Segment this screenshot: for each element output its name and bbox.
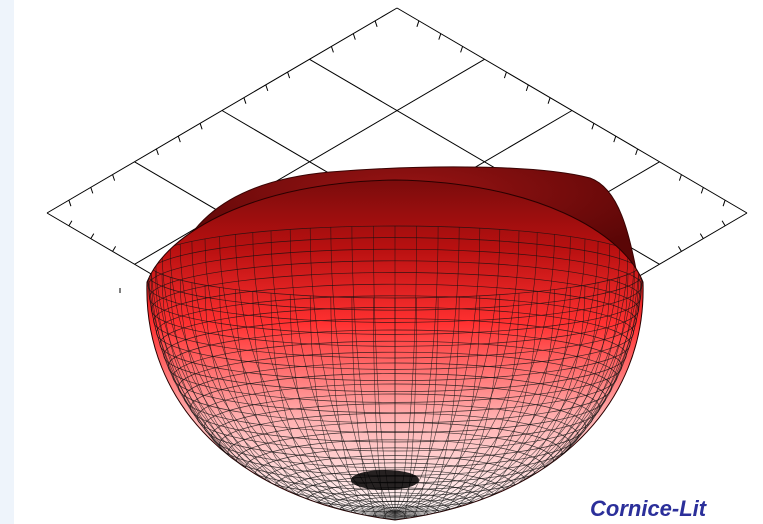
meridian-line [289, 229, 396, 513]
meridian-line [394, 241, 599, 516]
grid-tick [438, 33, 442, 40]
grid-tick [721, 220, 726, 227]
meridian-line [330, 227, 396, 513]
grid-tick [699, 233, 704, 239]
grid-tick [678, 174, 682, 181]
grid-line [396, 7, 748, 214]
grid-tick [525, 84, 529, 92]
meridian-line [219, 236, 396, 515]
meridian-line [289, 294, 396, 520]
grid-tick [700, 187, 704, 194]
solid-mesh [146, 225, 644, 520]
grid-tick [503, 71, 507, 79]
grid-tick [722, 200, 726, 207]
meridian-line [373, 226, 396, 513]
meridian-line [204, 238, 396, 516]
meridian-line [394, 226, 439, 513]
meridian-line [219, 287, 396, 520]
grid-tick [547, 97, 551, 104]
photometric-diagram [46, 7, 748, 521]
grid-tick [155, 148, 159, 156]
bottom-pole [351, 470, 419, 490]
meridian-line [394, 249, 629, 518]
meridian-line [252, 232, 396, 514]
meridian-line [394, 293, 520, 520]
meridian-line [161, 249, 396, 518]
light-distribution-solid [146, 166, 644, 521]
meridian-line [169, 246, 396, 517]
meridian-line [394, 229, 501, 513]
meridian-line [155, 252, 396, 519]
meridian-line [394, 232, 538, 514]
meridian-line [394, 228, 481, 513]
meridian-line [394, 243, 611, 517]
meridian-line [394, 297, 439, 520]
meridian-line [394, 287, 571, 520]
meridian-line [235, 234, 396, 515]
grid-tick [287, 71, 291, 79]
meridian-line [394, 230, 520, 514]
meridian-line [394, 282, 599, 520]
grid-tick [243, 97, 247, 104]
grid-tick [677, 246, 682, 252]
meridian-line [179, 243, 396, 517]
grid-tick [635, 148, 639, 156]
meridian-line [394, 291, 538, 520]
meridian-line [252, 291, 396, 520]
meridian-line [394, 226, 417, 513]
meridian-line [394, 246, 621, 517]
meridian-line [394, 294, 501, 520]
meridian-line [394, 296, 460, 520]
meridian-line [394, 227, 460, 513]
meridian-line [191, 282, 396, 520]
grid-tick [591, 123, 595, 130]
meridian-line [191, 241, 396, 516]
figure-frame: Cornice-Lit [14, 0, 763, 524]
grid-tick [177, 135, 181, 143]
grid-tick [330, 46, 334, 53]
grid-tick [112, 246, 117, 252]
meridian-line [394, 295, 481, 520]
grid-tick [90, 187, 94, 194]
meridian-line [270, 293, 396, 520]
meridian-line [394, 234, 555, 515]
meridian-line [330, 296, 396, 520]
meridian-line [394, 252, 635, 519]
grid-tick [112, 174, 116, 181]
luminaire-caption: Cornice-Lit [590, 496, 707, 521]
grid-tick [460, 46, 464, 53]
grid-tick [265, 84, 269, 92]
grid-tick [90, 233, 95, 239]
grid-tick [416, 20, 420, 27]
meridian-line [394, 238, 586, 516]
meridian-line [270, 230, 396, 514]
meridian-line [309, 295, 396, 520]
meridian-line [394, 236, 571, 515]
grid-tick [352, 33, 356, 40]
grid-tick [374, 20, 378, 27]
grid-tick [613, 135, 617, 143]
meridian-line [351, 226, 396, 513]
meridian-line [309, 228, 396, 513]
grid-tick [199, 123, 203, 130]
grid-tick [68, 220, 73, 227]
grid-tick [68, 200, 72, 207]
